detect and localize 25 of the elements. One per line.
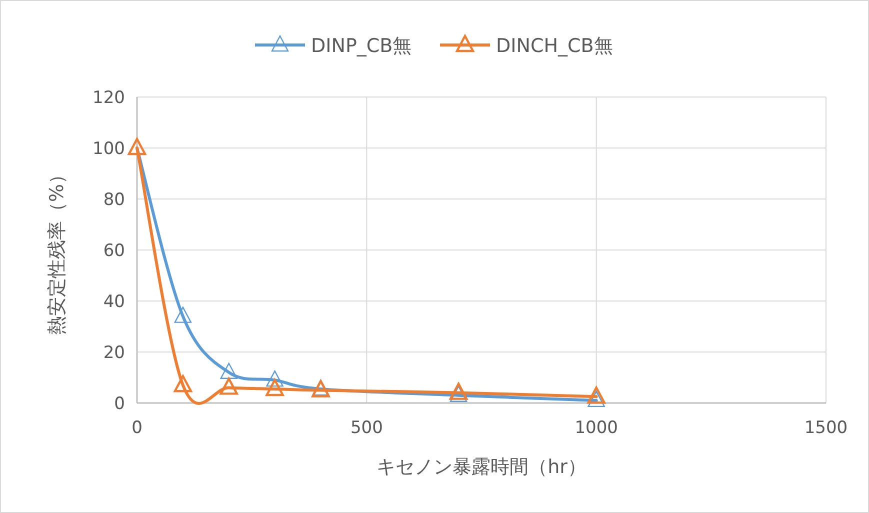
legend-label: DINP_CB無 bbox=[311, 35, 412, 57]
x-axis-title: キセノン暴露時間（hr） bbox=[376, 456, 586, 478]
y-tick-label: 60 bbox=[103, 241, 125, 261]
y-tick-label: 80 bbox=[103, 190, 125, 210]
point bbox=[588, 390, 605, 408]
y-axis-title: 熱安定性残率（%） bbox=[46, 164, 68, 336]
point bbox=[587, 386, 606, 404]
x-tick-label: 1000 bbox=[574, 418, 618, 438]
point bbox=[220, 362, 238, 379]
x-tick-label: 0 bbox=[132, 418, 142, 438]
point bbox=[220, 378, 238, 395]
y-tick-label: 0 bbox=[114, 394, 125, 414]
x-tick-label: 1500 bbox=[804, 418, 848, 438]
y-tick-label: 120 bbox=[92, 88, 125, 108]
y-tick-label: 100 bbox=[92, 139, 125, 159]
point bbox=[450, 386, 468, 402]
y-tick-label: 40 bbox=[103, 292, 125, 312]
legend-label: DINCH_CB無 bbox=[496, 35, 613, 57]
point bbox=[266, 370, 284, 387]
x-tick-label: 500 bbox=[350, 418, 383, 438]
point bbox=[266, 378, 284, 396]
point bbox=[174, 306, 192, 323]
point bbox=[174, 375, 192, 392]
y-tick-label: 20 bbox=[103, 343, 125, 363]
point bbox=[449, 382, 468, 400]
